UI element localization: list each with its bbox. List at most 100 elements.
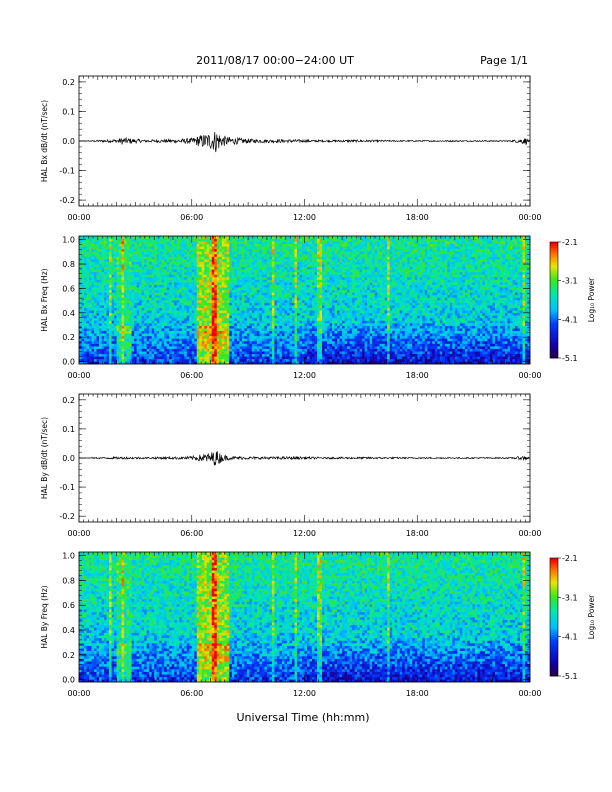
spectrogram-cell — [114, 282, 117, 285]
spectrogram-cell — [264, 276, 268, 280]
spectrogram-cell — [246, 297, 250, 301]
spectrogram-cell — [279, 284, 283, 288]
spectrogram-cell — [312, 274, 315, 278]
spectrogram-cell — [241, 251, 245, 255]
spectrogram-cell — [244, 269, 248, 273]
spectrogram-cell — [144, 346, 147, 349]
spectrogram-cell — [214, 320, 218, 324]
spectrogram-cell — [219, 351, 223, 355]
spectrogram-cell — [259, 264, 263, 268]
spectrogram-cell — [231, 297, 235, 301]
spectrogram-cell — [206, 243, 210, 247]
spectrogram-cell — [81, 302, 85, 306]
spectrogram-cell — [241, 338, 245, 342]
spectrogram-cell — [134, 292, 137, 296]
spectrogram-cell — [224, 328, 228, 332]
spectrogram-cell — [166, 300, 170, 303]
spectrogram-cell — [179, 328, 183, 332]
spectrogram-cell — [96, 346, 100, 349]
spectrogram-cell — [161, 340, 165, 344]
spectrogram-cell — [214, 356, 218, 360]
spectrogram-cell — [276, 302, 280, 306]
spectrogram-cell — [161, 317, 165, 321]
spectrogram-cell — [312, 264, 315, 268]
spectrogram-cell — [196, 297, 200, 301]
spectrogram-cell — [251, 264, 255, 268]
spectrogram-cell — [274, 335, 278, 339]
spectrogram-cell — [149, 241, 152, 244]
spectrogram-cell — [246, 261, 250, 265]
spectrogram-cell — [204, 310, 208, 314]
spectrogram-cell — [269, 323, 273, 326]
spectrogram-cell — [99, 348, 102, 352]
spectrogram-cell — [139, 346, 142, 349]
spectrogram-cell — [126, 312, 130, 316]
spectrogram-cell — [214, 297, 218, 301]
spectrogram-cell — [304, 261, 308, 265]
spectrogram-cell — [79, 302, 82, 306]
spectrogram-cell — [229, 356, 233, 360]
spectrogram-cell — [296, 328, 300, 332]
spectrogram-cell — [231, 346, 235, 349]
spectrogram-cell — [209, 246, 213, 250]
spectrogram-cell — [229, 343, 233, 347]
spectrogram-cell — [169, 256, 173, 260]
spectrogram-cell — [299, 335, 303, 339]
spectrogram-cell — [106, 302, 110, 306]
spectrogram-cell — [309, 315, 313, 319]
spectrogram-cell — [129, 274, 132, 278]
spectrogram-cell — [284, 302, 288, 306]
spectrogram-cell — [221, 346, 225, 349]
spectrogram-cell — [251, 338, 255, 342]
spectrogram-cell — [119, 335, 122, 339]
spectrogram-cell — [109, 266, 112, 270]
spectrogram-cell — [174, 261, 178, 265]
spectrogram-cell — [264, 328, 268, 332]
spectrogram-cell — [259, 271, 263, 275]
spectrogram-cell — [141, 330, 145, 334]
spectrogram-cell — [201, 310, 205, 314]
spectrogram-cell — [216, 274, 220, 278]
spectrogram-cell — [249, 330, 253, 334]
spectrogram-cell — [159, 323, 162, 326]
spectrogram-cell — [99, 269, 102, 273]
spectrogram-cell — [314, 343, 318, 347]
spectrogram-cell — [279, 346, 283, 349]
spectrogram-cell — [216, 236, 220, 239]
spectrogram-cell — [249, 356, 253, 360]
spectrogram-cell — [114, 358, 117, 362]
spectrogram-cell — [121, 287, 125, 291]
spectrogram-cell — [246, 302, 250, 306]
spectrogram-cell — [171, 264, 175, 268]
spectrogram-cell — [239, 330, 243, 334]
spectrogram-cell — [106, 310, 110, 314]
spectrogram-cell — [251, 287, 255, 291]
spectrogram-cell — [84, 317, 87, 321]
spectrogram-cell — [164, 325, 167, 329]
spectrogram-cell — [281, 279, 285, 283]
spectrogram-cell — [259, 243, 263, 247]
spectrogram-cell — [136, 289, 140, 293]
spectrogram-cell — [204, 279, 208, 283]
spectrogram-cell — [104, 310, 107, 314]
spectrogram-cell — [144, 246, 147, 250]
spectrogram-cell — [166, 320, 170, 324]
spectrogram-cell — [96, 289, 100, 293]
spectrogram-cell — [186, 276, 190, 280]
spectrogram-cell — [309, 238, 313, 242]
spectrogram-cell — [119, 246, 122, 250]
spectrogram-cell — [256, 356, 260, 360]
spectrogram-cell — [254, 325, 258, 329]
spectrogram-cell — [199, 274, 203, 278]
spectrogram-cell — [296, 300, 300, 303]
spectrogram-cell — [219, 269, 223, 273]
spectrogram-cell — [184, 307, 188, 311]
spectrogram-cell — [136, 351, 140, 355]
spectrogram-cell — [81, 361, 85, 365]
spectrogram-cell — [259, 287, 263, 291]
spectrogram-cell — [111, 346, 115, 349]
spectrogram-cell — [301, 330, 305, 334]
spectrogram-cell — [289, 346, 293, 349]
spectrogram-cell — [174, 356, 178, 360]
spectrogram-cell — [174, 338, 178, 342]
